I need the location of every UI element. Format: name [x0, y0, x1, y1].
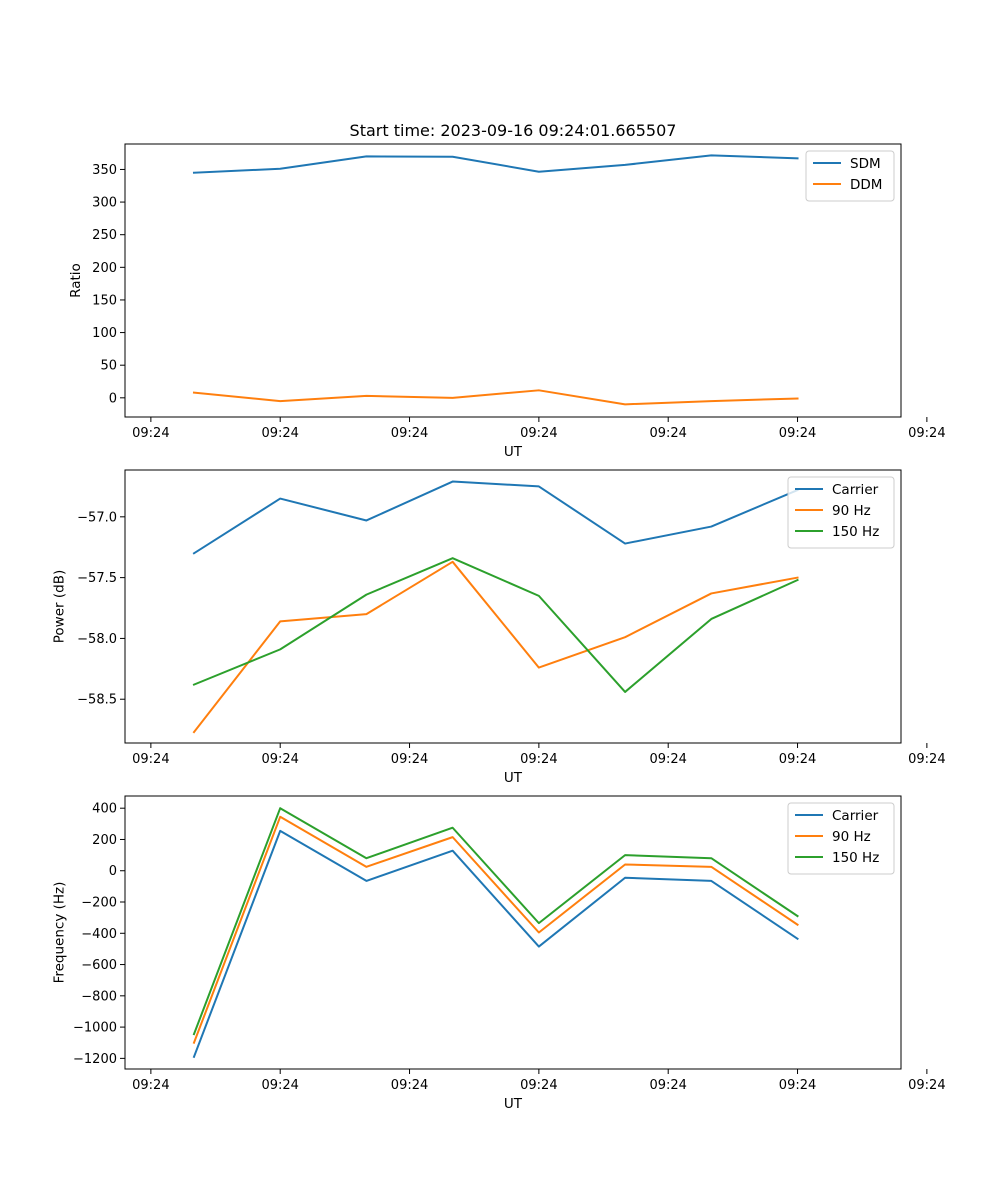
- legend-label: Carrier: [832, 482, 879, 498]
- y-tick-label: 200: [92, 261, 117, 276]
- chart-title: Start time: 2023-09-16 09:24:01.665507: [350, 121, 677, 140]
- x-tick-label: 09:24: [261, 1078, 298, 1093]
- x-axis-label: UT: [504, 1096, 523, 1112]
- x-tick-label: 09:24: [649, 1078, 686, 1093]
- y-tick-label: 300: [92, 196, 117, 211]
- subplots: 09:24 09:24 09:24 09:24 09:24 09:24 09:24 0 50 10…: [52, 121, 946, 1112]
- legend-label: Carrier: [832, 808, 879, 824]
- x-tick-label: 09:24: [132, 752, 169, 767]
- series-line-carrier: [192, 829, 799, 1059]
- x-tick-label: 09:24: [908, 752, 945, 767]
- subplot-2: 09:24 09:24 09:24 09:24 09:24 09:24 09:24 −1200…: [52, 795, 946, 1112]
- legend: Carrier 90 Hz 150 Hz: [787, 802, 895, 875]
- y-tick-label: 0: [109, 864, 117, 879]
- series-line-carrier: [192, 480, 799, 555]
- x-tick-label: 09:24: [908, 426, 945, 441]
- y-tick-label: −1200: [73, 1052, 117, 1067]
- y-axis-label: Frequency (Hz): [52, 882, 68, 984]
- legend: SDM DDM: [805, 150, 895, 202]
- y-tick-label: −200: [81, 896, 117, 911]
- legend-label: SDM: [850, 156, 881, 172]
- subplot-0: 09:24 09:24 09:24 09:24 09:24 09:24 09:24 0 50 10…: [68, 121, 946, 460]
- legend-label: DDM: [850, 177, 882, 193]
- y-tick-label: −600: [81, 958, 117, 973]
- y-tick-label: −58.5: [77, 693, 117, 708]
- y-tick-label: 200: [92, 833, 117, 848]
- y-tick-label: 350: [92, 163, 117, 178]
- x-tick-label: 09:24: [132, 426, 169, 441]
- series-line-150-hz: [192, 807, 799, 1036]
- x-tick-label: 09:24: [649, 426, 686, 441]
- y-tick-label: 0: [109, 391, 117, 406]
- x-tick-label: 09:24: [520, 1078, 557, 1093]
- y-tick-label: 250: [92, 228, 117, 243]
- y-tick-label: 50: [100, 359, 117, 374]
- x-axis-label: UT: [504, 770, 523, 786]
- y-tick-label: −400: [81, 927, 117, 942]
- x-tick-label: 09:24: [779, 752, 816, 767]
- series-line-150-hz: [192, 557, 799, 693]
- x-tick-label: 09:24: [908, 1078, 945, 1093]
- y-axis-label: Ratio: [68, 263, 84, 298]
- x-axis-label: UT: [504, 444, 523, 460]
- y-tick-label: 100: [92, 326, 117, 341]
- y-tick-label: −58.0: [77, 632, 117, 647]
- x-tick-label: 09:24: [391, 426, 428, 441]
- x-tick-label: 09:24: [779, 1078, 816, 1093]
- x-tick-label: 09:24: [391, 752, 428, 767]
- legend-label: 150 Hz: [832, 524, 879, 540]
- legend-label: 150 Hz: [832, 850, 879, 866]
- legend-label: 90 Hz: [832, 829, 871, 845]
- series-line-ddm: [192, 389, 799, 406]
- y-tick-label: 400: [92, 802, 117, 817]
- axes-frame: [124, 795, 902, 1070]
- x-tick-label: 09:24: [520, 426, 557, 441]
- x-tick-label: 09:24: [132, 1078, 169, 1093]
- axes-frame: [124, 143, 902, 418]
- x-tick-label: 09:24: [779, 426, 816, 441]
- x-tick-label: 09:24: [520, 752, 557, 767]
- x-tick-label: 09:24: [649, 752, 686, 767]
- y-tick-label: −1000: [73, 1021, 117, 1036]
- y-tick-label: −57.0: [77, 510, 117, 525]
- x-tick-label: 09:24: [391, 1078, 428, 1093]
- x-tick-label: 09:24: [261, 752, 298, 767]
- series-line-90-hz: [192, 560, 799, 734]
- x-tick-label: 09:24: [261, 426, 298, 441]
- axes-frame: [124, 469, 902, 744]
- y-tick-label: −57.5: [77, 571, 117, 586]
- legend: Carrier 90 Hz 150 Hz: [787, 476, 895, 549]
- legend-label: 90 Hz: [832, 503, 871, 519]
- series-line-90-hz: [192, 815, 799, 1045]
- y-axis-label: Power (dB): [52, 570, 68, 643]
- subplot-1: 09:24 09:24 09:24 09:24 09:24 09:24 09:24 −58.5…: [52, 469, 946, 786]
- y-tick-label: −800: [81, 989, 117, 1004]
- series-line-sdm: [192, 154, 799, 174]
- y-tick-label: 150: [92, 293, 117, 308]
